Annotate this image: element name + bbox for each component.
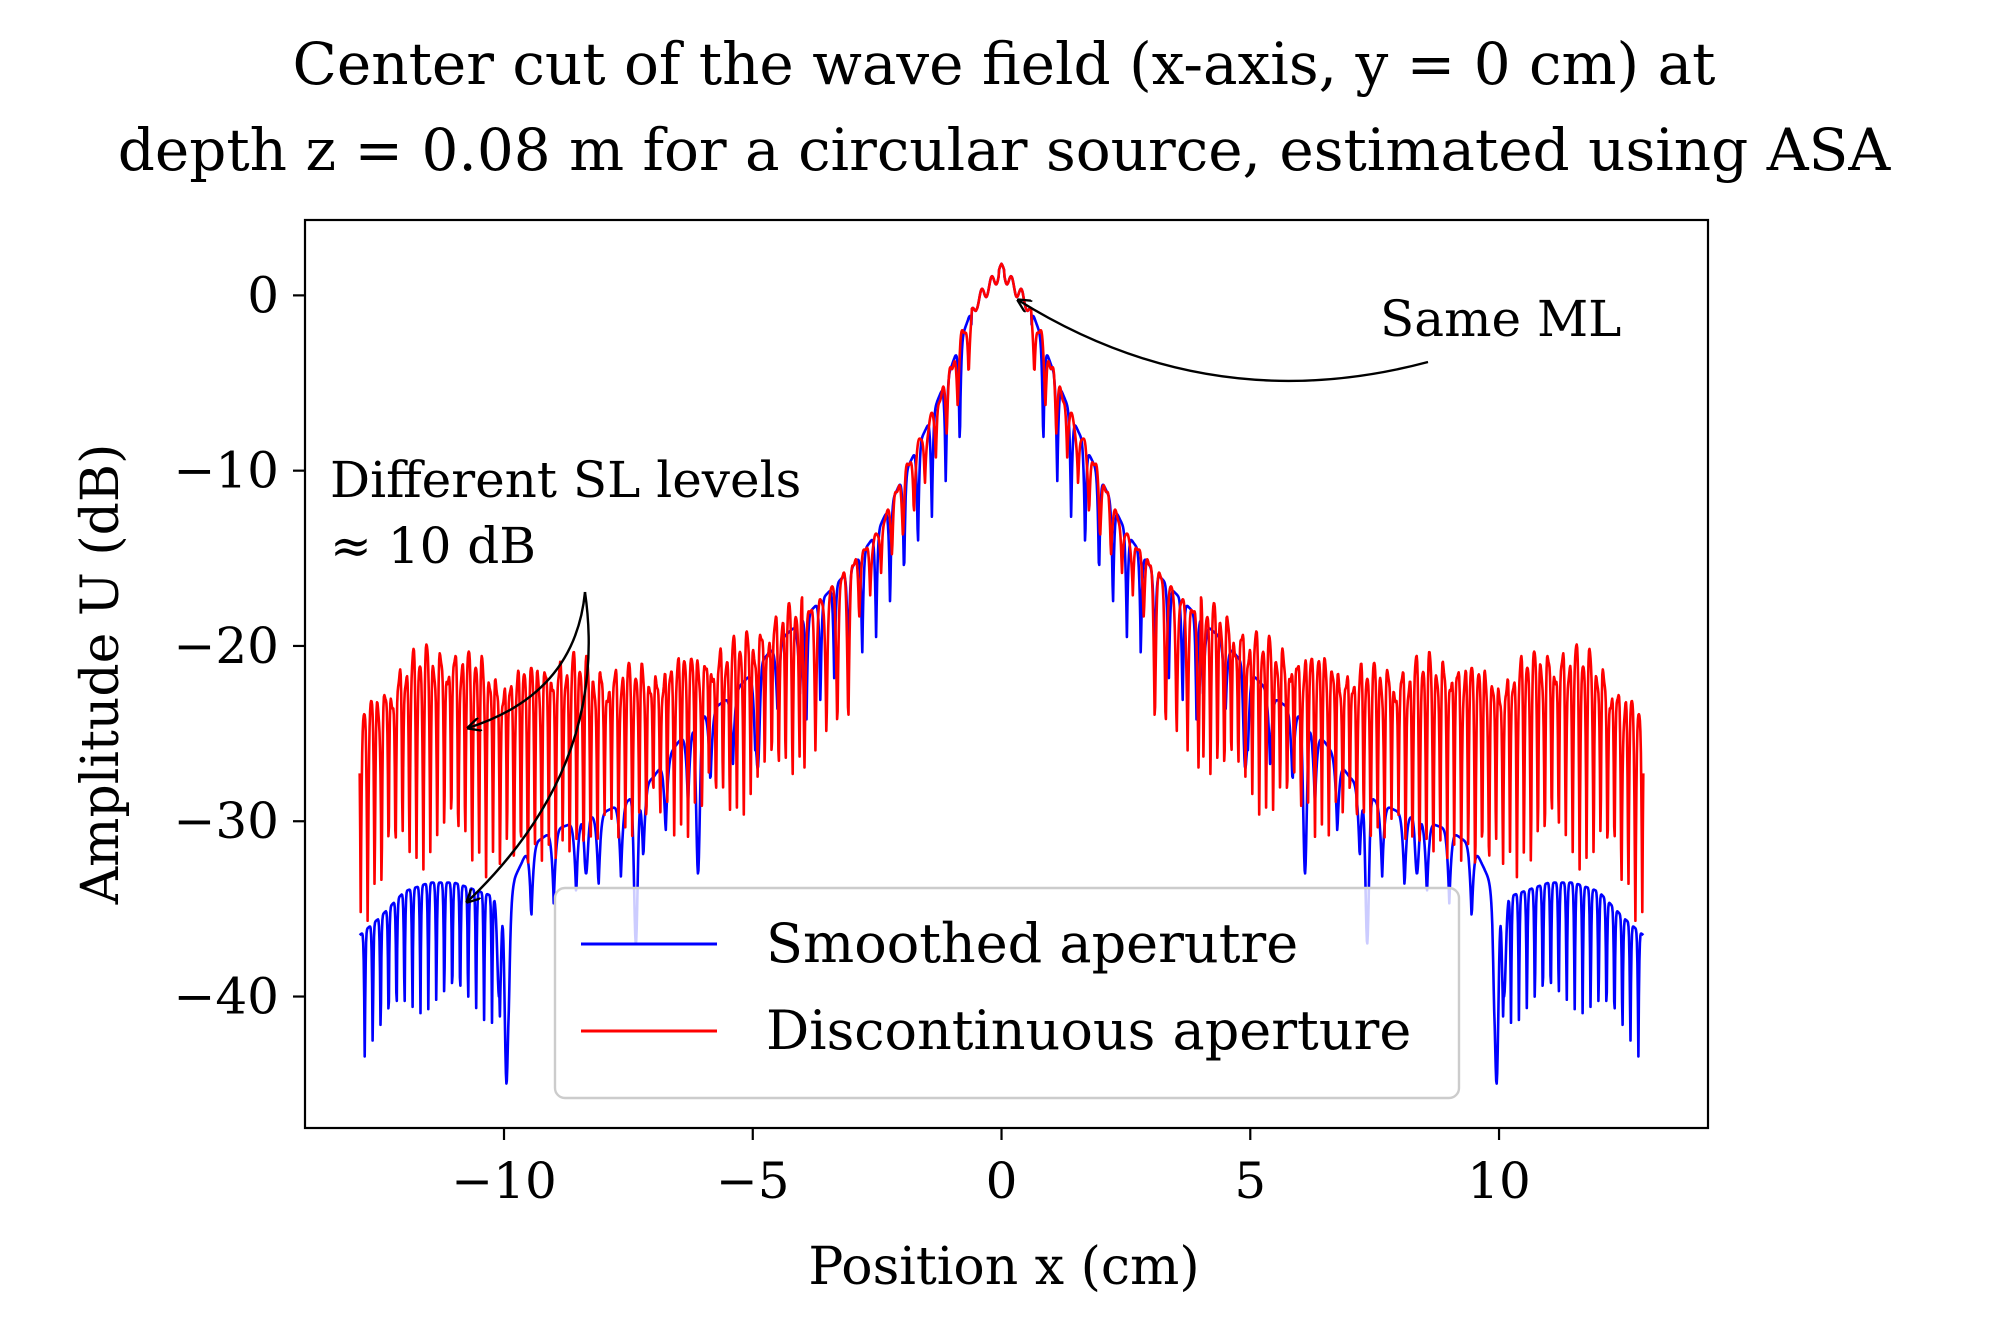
x-tick-label: 5 (1234, 1152, 1266, 1210)
annotation-sl-levels-line-1: Different SL levels (330, 451, 801, 509)
x-tick-label: 10 (1467, 1152, 1531, 1210)
annotation-same-ml: Same ML (1380, 290, 1621, 348)
y-tick-label: −10 (173, 442, 279, 500)
annotation-sl-levels-line-2: ≈ 10 dB (330, 517, 536, 575)
series-discontinuous-aperture-line (358, 262, 1645, 922)
x-tick-label: −10 (451, 1152, 557, 1210)
chart-title-line-2: depth z = 0.08 m for a circular source, … (118, 116, 1892, 184)
y-tick-label: −40 (173, 968, 279, 1026)
legend-smoothed-label: Smoothed aperutre (766, 912, 1298, 975)
x-axis-ticks: −10 −5 0 5 10 (451, 1128, 1531, 1210)
y-tick-label: −20 (173, 617, 279, 675)
annotation-sl-upper-arrow (468, 591, 587, 728)
y-tick-label: 0 (247, 266, 279, 324)
plot-frame (303, 218, 1710, 1130)
series-layer (358, 262, 1645, 1085)
annotation-sl-lower-arrow (467, 591, 590, 902)
legend: Smoothed aperutre Discontinuous aperture (553, 886, 1461, 1100)
x-tick-label: 0 (986, 1152, 1018, 1210)
x-axis-label: Position x (cm) (808, 1237, 1199, 1297)
legend-box (553, 886, 1461, 1100)
annotations: Same ML Different SL levels ≈ 10 dB (330, 290, 1621, 902)
y-tick-label: −30 (173, 792, 279, 850)
chart-title-line-1: Center cut of the wave field (x-axis, y … (293, 30, 1716, 98)
y-axis-label: Amplitude U (dB) (71, 444, 131, 906)
x-tick-label: −5 (716, 1152, 790, 1210)
y-axis-ticks: 0 −10 −20 −30 −40 (173, 266, 305, 1026)
legend-discontinuous-label: Discontinuous aperture (766, 999, 1411, 1062)
annotation-same-ml-arrow (1018, 300, 1429, 383)
